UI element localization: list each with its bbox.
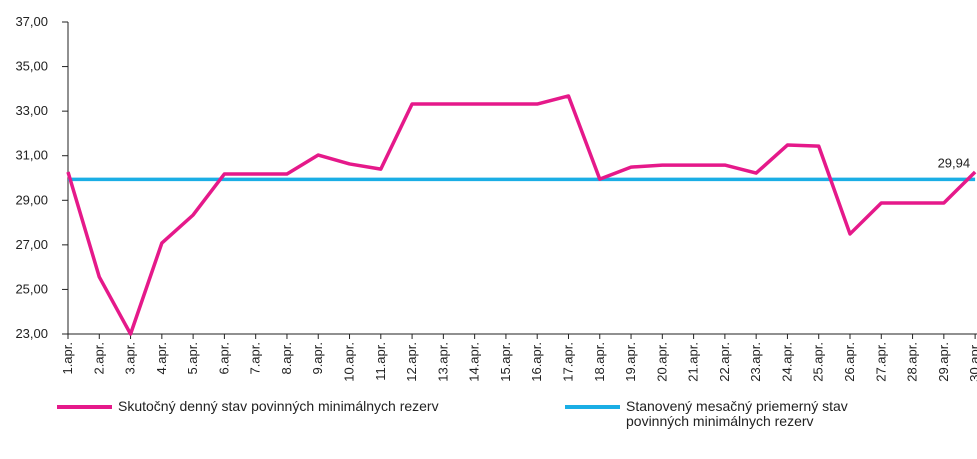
x-tick-label: 7.apr. (248, 342, 263, 375)
x-tick-label: 17.apr. (560, 342, 575, 382)
y-tick-label: 23,00 (15, 326, 48, 341)
x-tick-label: 16.apr. (529, 342, 544, 382)
x-tick-label: 10.apr. (342, 342, 357, 382)
y-tick-label: 35,00 (15, 59, 48, 74)
y-tick-label: 27,00 (15, 237, 48, 252)
x-tick-label: 26.apr. (842, 342, 857, 382)
x-tick-label: 13.apr. (435, 342, 450, 382)
x-tick-label: 20.apr. (654, 342, 669, 382)
legend-swatch (565, 405, 620, 409)
x-tick-label: 3.apr. (123, 342, 138, 375)
x-tick-label: 9.apr. (310, 342, 325, 375)
x-tick-label: 24.apr. (779, 342, 794, 382)
x-tick-label: 6.apr. (216, 342, 231, 375)
x-tick-label: 12.apr. (404, 342, 419, 382)
x-tick-label: 1.apr. (60, 342, 75, 375)
x-tick-label: 19.apr. (623, 342, 638, 382)
x-tick-label: 28.apr. (905, 342, 920, 382)
x-tick-label: 22.apr. (717, 342, 732, 382)
y-tick-label: 31,00 (15, 148, 48, 163)
x-tick-label: 21.apr. (686, 342, 701, 382)
chart: 23,00 25,00 27,00 29,00 31,00 33,00 35,00 37,00… (15, 14, 977, 382)
x-tick-label: 4.apr. (154, 342, 169, 375)
y-tick-label: 25,00 (15, 281, 48, 296)
y-tick-label: 37,00 (15, 14, 48, 29)
legend-label: Skutočný denný stav povinných minimálnyc… (118, 398, 439, 414)
x-tick-label: 25.apr. (811, 342, 826, 382)
y-tick-label: 29,00 (15, 192, 48, 207)
x-tick-label: 15.apr. (498, 342, 513, 382)
x-tick-label: 23.apr. (748, 342, 763, 382)
x-tick-label: 18.apr. (592, 342, 607, 382)
x-tick-label: 29.apr. (936, 342, 951, 382)
x-tick-label: 30.apr. (967, 342, 977, 382)
x-tick-label: 14.apr. (467, 342, 482, 382)
legend-swatch (57, 405, 112, 409)
series-line (66, 94, 977, 336)
legend-label: Stanovený mesačný priemerný stav povinný… (626, 398, 848, 429)
y-tick-label: 33,00 (15, 103, 48, 118)
x-tick-label: 11.apr. (373, 342, 388, 381)
x-tick-label: 2.apr. (91, 342, 106, 375)
x-tick-label: 5.apr. (185, 342, 200, 375)
value-label: 29,94 (938, 155, 971, 170)
x-tick-label: 8.apr. (279, 342, 294, 375)
x-tick-label: 27.apr. (873, 342, 888, 382)
